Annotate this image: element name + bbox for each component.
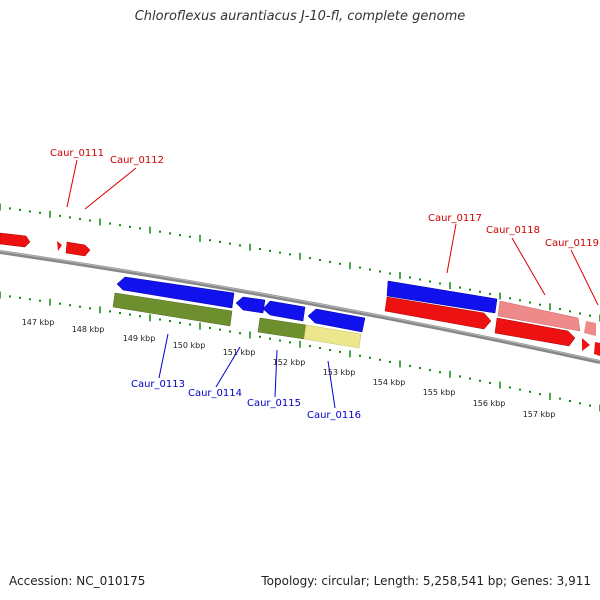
genome-backbone [0, 250, 600, 364]
gene-label-caur-0118[interactable]: Caur_0118 [486, 225, 540, 236]
gene-label-caur-0112[interactable]: Caur_0112 [110, 155, 164, 166]
scale-label: 154 kbp [373, 378, 406, 387]
scale-label: 150 kbp [173, 341, 206, 350]
reverse-label-callouts [158, 333, 336, 409]
gene-feature-green[interactable] [112, 292, 233, 327]
gene-feature-forward[interactable] [494, 317, 576, 347]
forward-label-callouts [66, 159, 599, 306]
gene-feature-forward[interactable] [582, 338, 590, 351]
gene-label-caur-0115[interactable]: Caur_0115 [247, 398, 301, 409]
accession-label: Accession: NC_010175 [9, 574, 146, 588]
scale-label: 147 kbp [22, 318, 55, 327]
scale-label: 149 kbp [123, 334, 156, 343]
genome-summary: Topology: circular; Length: 5,258,541 bp… [261, 574, 591, 588]
scale-label: 151 kbp [223, 348, 256, 357]
gene-label-caur-0116[interactable]: Caur_0116 [307, 410, 361, 421]
gene-label-caur-0114[interactable]: Caur_0114 [188, 388, 242, 399]
gene-label-caur-0117[interactable]: Caur_0117 [428, 213, 482, 224]
scale-label: 153 kbp [323, 368, 356, 377]
gene-feature-reverse[interactable] [386, 280, 498, 314]
gene-feature-reverse[interactable] [307, 308, 366, 333]
gene-feature-forward[interactable] [65, 241, 91, 257]
gene-feature-reverse[interactable] [235, 296, 266, 314]
gene-feature-forward[interactable] [0, 232, 31, 248]
scale-label: 148 kbp [72, 325, 105, 334]
scale-label: 155 kbp [423, 388, 456, 397]
gene-label-caur-0119[interactable]: Caur_0119 [545, 238, 599, 249]
inner-tick-ring [0, 291, 600, 412]
gene-label-caur-0113[interactable]: Caur_0113 [131, 379, 185, 390]
scale-label: 156 kbp [473, 399, 506, 408]
map-title: Chloroflexus aurantiacus J-10-fl, comple… [134, 9, 466, 24]
gene-feature-forward[interactable] [384, 296, 492, 330]
gene-feature-reverse[interactable] [116, 276, 235, 309]
outer-tick-ring [0, 203, 600, 322]
genome-backbone-highlight [0, 250, 600, 362]
gene-feature-forward-light[interactable] [584, 321, 596, 336]
gene-feature-yellow[interactable] [303, 324, 362, 349]
gene-feature-forward-light[interactable] [497, 300, 581, 332]
gene-feature-forward[interactable] [57, 241, 62, 251]
scale-label: 157 kbp [523, 410, 556, 419]
gene-feature-forward[interactable] [594, 342, 600, 356]
gene-feature-green[interactable] [257, 317, 307, 340]
gene-feature-reverse[interactable] [262, 300, 306, 322]
scale-label: 152 kbp [273, 358, 306, 367]
gene-label-caur-0111[interactable]: Caur_0111 [50, 148, 104, 159]
